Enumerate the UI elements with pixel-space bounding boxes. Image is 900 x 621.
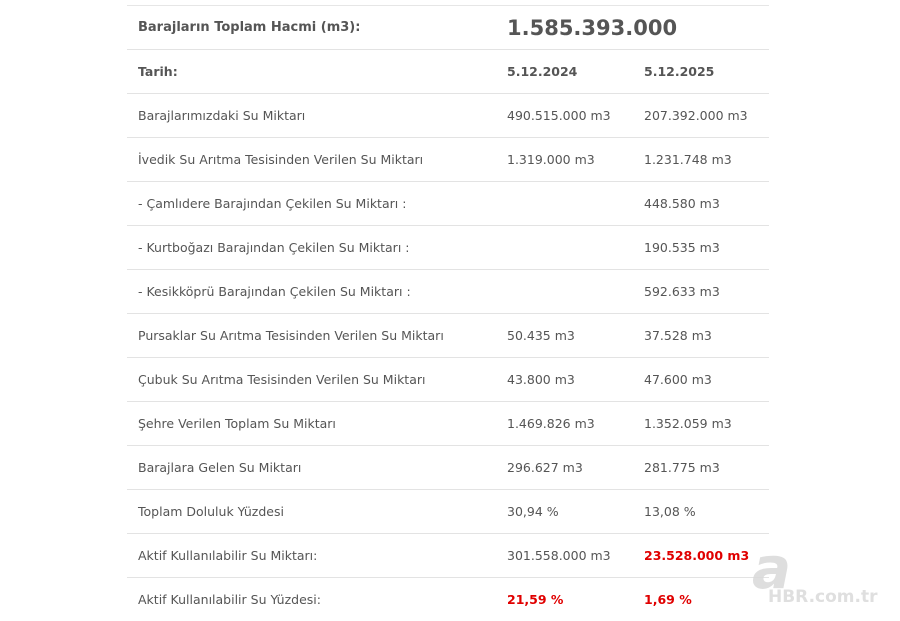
row-value-2025: 448.580 m3 (644, 196, 720, 211)
table-row: - Kurtboğazı Barajından Çekilen Su Mikta… (127, 226, 769, 270)
date-header-2025: 5.12.2025 (644, 64, 715, 79)
row-value-2025: 1.231.748 m3 (644, 152, 732, 167)
row-value-2024: 490.515.000 m3 (507, 108, 611, 123)
row-value-2024-highlight: 21,59 % (507, 592, 564, 607)
row-label: Pursaklar Su Arıtma Tesisinden Verilen S… (138, 328, 444, 343)
date-header-label: Tarih: (138, 64, 178, 79)
table-row: Aktif Kullanılabilir Su Yüzdesi: 21,59 %… (127, 578, 769, 621)
row-value-2025: 592.633 m3 (644, 284, 720, 299)
row-value-2024: 301.558.000 m3 (507, 548, 611, 563)
row-label: - Çamlıdere Barajından Çekilen Su Miktar… (138, 196, 407, 211)
row-value-2024: 296.627 m3 (507, 460, 583, 475)
watermark-svg: a HBR.com.tr (752, 534, 878, 607)
water-data-table: Barajların Toplam Hacmi (m3): 1.585.393.… (127, 5, 769, 621)
watermark-logo-letter: a (752, 540, 791, 602)
row-value-2025: 37.528 m3 (644, 328, 712, 343)
row-value-2024: 30,94 % (507, 504, 559, 519)
date-header-2024: 5.12.2024 (507, 64, 578, 79)
table-row: - Kesikköprü Barajından Çekilen Su Mikta… (127, 270, 769, 314)
row-value-2024: 43.800 m3 (507, 372, 575, 387)
total-capacity-label: Barajların Toplam Hacmi (m3): (138, 20, 361, 35)
table-row: Şehre Verilen Toplam Su Miktarı 1.469.82… (127, 402, 769, 446)
a-haber-logo-icon: a HBR.com.tr (748, 534, 898, 612)
table-row: Barajlara Gelen Su Miktarı 296.627 m3 28… (127, 446, 769, 490)
row-value-2025-highlight: 1,69 % (644, 592, 692, 607)
table-row: - Çamlıdere Barajından Çekilen Su Miktar… (127, 182, 769, 226)
total-capacity-row: Barajların Toplam Hacmi (m3): 1.585.393.… (127, 5, 769, 50)
row-label: Toplam Doluluk Yüzdesi (138, 504, 284, 519)
row-value-2025: 190.535 m3 (644, 240, 720, 255)
table-row: Aktif Kullanılabilir Su Miktarı: 301.558… (127, 534, 769, 578)
row-value-2024: 1.469.826 m3 (507, 416, 595, 431)
row-label: - Kesikköprü Barajından Çekilen Su Mikta… (138, 284, 411, 299)
row-value-2025: 207.392.000 m3 (644, 108, 748, 123)
row-label: Barajlarımızdaki Su Miktarı (138, 108, 306, 123)
row-label: Aktif Kullanılabilir Su Yüzdesi: (138, 592, 321, 607)
table-row: İvedik Su Arıtma Tesisinden Verilen Su M… (127, 138, 769, 182)
table-row: Toplam Doluluk Yüzdesi 30,94 % 13,08 % (127, 490, 769, 534)
date-header-row: Tarih: 5.12.2024 5.12.2025 (127, 50, 769, 94)
table-row: Barajlarımızdaki Su Miktarı 490.515.000 … (127, 94, 769, 138)
row-value-2025: 13,08 % (644, 504, 696, 519)
row-label: İvedik Su Arıtma Tesisinden Verilen Su M… (138, 152, 424, 167)
row-value-2024: 50.435 m3 (507, 328, 575, 343)
row-label: Şehre Verilen Toplam Su Miktarı (138, 416, 336, 431)
row-label: Çubuk Su Arıtma Tesisinden Verilen Su Mi… (138, 372, 426, 387)
row-value-2025: 281.775 m3 (644, 460, 720, 475)
row-label: Barajlara Gelen Su Miktarı (138, 460, 302, 475)
table-row: Pursaklar Su Arıtma Tesisinden Verilen S… (127, 314, 769, 358)
row-value-2024: 1.319.000 m3 (507, 152, 595, 167)
row-value-2025: 1.352.059 m3 (644, 416, 732, 431)
table-row: Çubuk Su Arıtma Tesisinden Verilen Su Mi… (127, 358, 769, 402)
row-label: - Kurtboğazı Barajından Çekilen Su Mikta… (138, 240, 410, 255)
row-label: Aktif Kullanılabilir Su Miktarı: (138, 548, 318, 563)
watermark-text: HBR.com.tr (768, 587, 878, 607)
total-capacity-value: 1.585.393.000 (507, 15, 678, 40)
row-value-2025: 47.600 m3 (644, 372, 712, 387)
row-value-2025-highlight: 23.528.000 m3 (644, 548, 750, 563)
